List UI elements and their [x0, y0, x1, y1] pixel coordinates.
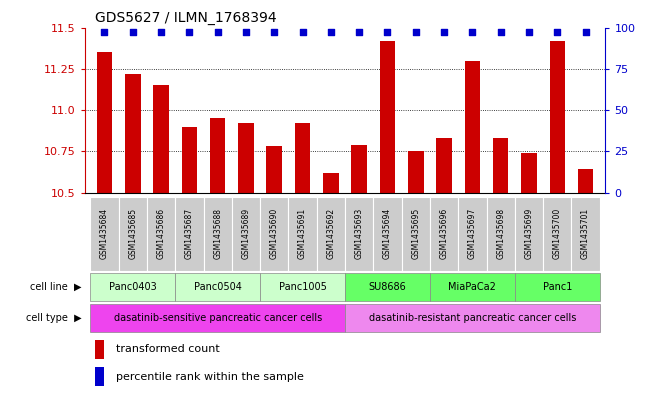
- Point: [212, 29, 223, 35]
- Bar: [95, 340, 104, 359]
- Text: percentile rank within the sample: percentile rank within the sample: [116, 372, 304, 382]
- Text: GSM1435695: GSM1435695: [411, 208, 421, 259]
- Text: GSM1435692: GSM1435692: [326, 208, 335, 259]
- Bar: [317, 196, 345, 271]
- Bar: [96, 52, 112, 193]
- Bar: [288, 196, 317, 271]
- Bar: [260, 273, 345, 301]
- Point: [298, 29, 308, 35]
- Bar: [458, 196, 486, 271]
- Text: GDS5627 / ILMN_1768394: GDS5627 / ILMN_1768394: [95, 11, 277, 25]
- Point: [581, 29, 591, 35]
- Text: GSM1435684: GSM1435684: [100, 208, 109, 259]
- Bar: [147, 196, 175, 271]
- Bar: [345, 196, 373, 271]
- Text: GSM1435696: GSM1435696: [439, 208, 449, 259]
- Text: GSM1435686: GSM1435686: [156, 208, 165, 259]
- Text: GSM1435697: GSM1435697: [468, 208, 477, 259]
- Text: dasatinib-sensitive pancreatic cancer cells: dasatinib-sensitive pancreatic cancer ce…: [113, 313, 322, 323]
- Bar: [493, 138, 508, 193]
- Bar: [549, 41, 565, 193]
- Point: [439, 29, 449, 35]
- Text: GSM1435700: GSM1435700: [553, 208, 562, 259]
- Point: [326, 29, 336, 35]
- Bar: [260, 196, 288, 271]
- Point: [382, 29, 393, 35]
- Text: cell type  ▶: cell type ▶: [26, 313, 81, 323]
- Point: [524, 29, 534, 35]
- Point: [495, 29, 506, 35]
- Bar: [204, 196, 232, 271]
- Bar: [373, 196, 402, 271]
- Bar: [238, 123, 254, 193]
- Bar: [323, 173, 339, 193]
- Text: GSM1435689: GSM1435689: [242, 208, 251, 259]
- Text: SU8686: SU8686: [368, 282, 406, 292]
- Bar: [345, 273, 430, 301]
- Bar: [90, 196, 118, 271]
- Bar: [515, 196, 543, 271]
- Text: Panc0403: Panc0403: [109, 282, 157, 292]
- Bar: [90, 304, 345, 332]
- Text: Panc1: Panc1: [543, 282, 572, 292]
- Bar: [266, 146, 282, 193]
- Bar: [436, 138, 452, 193]
- Bar: [430, 273, 515, 301]
- Text: GSM1435687: GSM1435687: [185, 208, 194, 259]
- Bar: [515, 273, 600, 301]
- Text: Panc0504: Panc0504: [194, 282, 242, 292]
- Text: dasatinib-resistant pancreatic cancer cells: dasatinib-resistant pancreatic cancer ce…: [368, 313, 576, 323]
- Bar: [210, 118, 225, 193]
- Bar: [118, 196, 147, 271]
- Point: [99, 29, 109, 35]
- Point: [184, 29, 195, 35]
- Text: GSM1435690: GSM1435690: [270, 208, 279, 259]
- Text: GSM1435701: GSM1435701: [581, 208, 590, 259]
- Bar: [153, 85, 169, 193]
- Bar: [408, 151, 424, 193]
- Bar: [352, 145, 367, 193]
- Text: GSM1435694: GSM1435694: [383, 208, 392, 259]
- Bar: [430, 196, 458, 271]
- Bar: [521, 153, 537, 193]
- Bar: [182, 127, 197, 193]
- Text: Panc1005: Panc1005: [279, 282, 327, 292]
- Point: [467, 29, 478, 35]
- Text: GSM1435698: GSM1435698: [496, 208, 505, 259]
- Bar: [175, 196, 204, 271]
- Bar: [543, 196, 572, 271]
- Bar: [380, 41, 395, 193]
- Bar: [175, 273, 260, 301]
- Text: transformed count: transformed count: [116, 344, 219, 354]
- Text: GSM1435691: GSM1435691: [298, 208, 307, 259]
- Text: MiaPaCa2: MiaPaCa2: [449, 282, 496, 292]
- Bar: [345, 304, 600, 332]
- Text: GSM1435685: GSM1435685: [128, 208, 137, 259]
- Bar: [90, 273, 175, 301]
- Bar: [95, 367, 104, 386]
- Text: GSM1435688: GSM1435688: [213, 208, 222, 259]
- Point: [552, 29, 562, 35]
- Point: [354, 29, 365, 35]
- Point: [156, 29, 166, 35]
- Text: GSM1435699: GSM1435699: [525, 208, 534, 259]
- Point: [128, 29, 138, 35]
- Point: [269, 29, 279, 35]
- Text: GSM1435693: GSM1435693: [355, 208, 364, 259]
- Text: cell line  ▶: cell line ▶: [30, 282, 81, 292]
- Point: [411, 29, 421, 35]
- Bar: [125, 74, 141, 193]
- Bar: [232, 196, 260, 271]
- Bar: [295, 123, 311, 193]
- Bar: [578, 169, 594, 193]
- Bar: [402, 196, 430, 271]
- Point: [241, 29, 251, 35]
- Bar: [465, 61, 480, 193]
- Bar: [572, 196, 600, 271]
- Bar: [486, 196, 515, 271]
